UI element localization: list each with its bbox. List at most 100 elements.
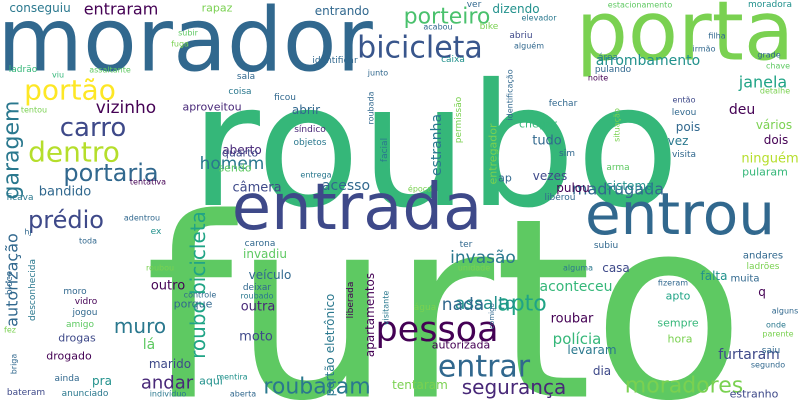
word-elevador: elevador — [522, 14, 558, 23]
word-hora: hora — [668, 333, 693, 346]
word-portão-eletrônico: portão eletrônico — [323, 294, 337, 397]
word-jogou: jogou — [72, 308, 98, 318]
word-invadiu: invadiu — [243, 247, 287, 261]
word-onde: onde — [766, 321, 786, 330]
word-irmão: irmão — [693, 45, 716, 54]
word-moto: moto — [239, 330, 273, 345]
word-chegar: chegar — [519, 118, 558, 131]
word-porta: porta — [576, 0, 794, 80]
word-estranha: estranha — [429, 114, 445, 176]
word-segundo: segundo — [751, 361, 785, 370]
word-homem: homem — [200, 154, 265, 174]
word-muita: muita — [731, 274, 760, 285]
word-outro: outro — [151, 279, 185, 294]
word-objetos: objetos — [294, 138, 327, 148]
word-amigo: amigo — [66, 320, 94, 330]
word-falta: falta — [701, 269, 728, 283]
word-detalhe: detalhe — [760, 87, 790, 96]
word-liberada: liberada — [346, 282, 356, 319]
word-fuga: fuga — [171, 40, 189, 49]
word-segurança: segurança — [462, 375, 567, 399]
word-assaltante: assaltante — [89, 66, 131, 75]
word-entrar: entrar — [438, 350, 531, 385]
word-muro: muro — [114, 314, 166, 338]
word-deu: deu — [729, 102, 755, 118]
word-andares: andares — [743, 251, 783, 262]
word-coisa: coisa — [228, 87, 251, 97]
word-ter: ter — [460, 240, 473, 250]
word-permissão: permissão — [454, 96, 464, 143]
word-ainda: ainda — [55, 374, 80, 384]
word-síndico: síndico — [294, 125, 326, 135]
word-nada: nada — [442, 295, 484, 315]
word-roubou: roubou — [146, 264, 174, 273]
word-alguém: alguém — [514, 41, 544, 51]
word-andar: andar — [141, 373, 194, 394]
word-janela: janela — [738, 73, 787, 92]
word-drogado: drogado — [46, 350, 92, 363]
word-casa: casa — [602, 261, 630, 275]
word-entrega: entrega — [300, 171, 331, 180]
word-noite: noite — [588, 74, 608, 83]
word-água: água — [414, 303, 436, 313]
word-apartamentos: apartamentos — [363, 273, 377, 357]
word-assalto: assalto — [455, 294, 515, 314]
word-moro: moro — [63, 287, 87, 297]
word-entrando: entrando — [315, 4, 370, 18]
word-facial: facial — [380, 138, 390, 162]
word-bateram: bateram — [7, 388, 45, 398]
word-ap: ap — [498, 172, 512, 185]
word-estranho: estranho — [730, 388, 779, 400]
word-moradores: moradores — [625, 374, 743, 399]
word-parente: parente — [762, 330, 793, 339]
word-unidade: unidade — [458, 264, 490, 273]
word-roubada: roubada — [367, 91, 376, 124]
word-ninguém: ninguém — [741, 152, 798, 167]
word-área: área — [598, 53, 618, 63]
word-pulou: pulou — [556, 181, 590, 195]
word-viu: viu — [52, 71, 64, 80]
word-aconteceu: aconteceu — [539, 279, 612, 295]
word-identificação: identificação — [506, 69, 515, 120]
word-desconhecida: desconhecida — [28, 259, 38, 321]
word-levou: levou — [672, 108, 697, 118]
word-dizendo: dizendo — [492, 2, 539, 16]
word-ficou: ficou — [274, 93, 296, 103]
word-vez: vez — [668, 134, 689, 148]
word-ex: ex — [151, 227, 162, 237]
word-bike: bike — [480, 22, 499, 32]
word-visita: visita — [672, 150, 696, 160]
word-alguma: alguma — [563, 264, 593, 273]
word-entraram: entraram — [84, 0, 159, 19]
word-então: então — [673, 96, 696, 105]
word-tentou: tentou — [21, 106, 47, 115]
word-liberou: liberou — [545, 193, 576, 203]
word-deixar: deixar — [243, 283, 272, 293]
word-anunciado: anunciado — [62, 389, 109, 399]
word-estacionamento: estacionamento — [608, 1, 673, 10]
word-q: q — [758, 285, 766, 299]
word-bandido: bandido — [39, 185, 92, 200]
word-dia: dia — [593, 364, 611, 378]
word-conseguiu: conseguiu — [9, 1, 70, 15]
word-acesso: acesso — [322, 178, 370, 194]
word-prédio: prédio — [28, 206, 104, 234]
word-roubo: roubo — [190, 48, 680, 246]
word-polícia: polícia — [553, 330, 602, 348]
word-adentrou: adentrou — [124, 214, 160, 223]
word-hj: hj — [24, 228, 31, 237]
word-vários: vários — [756, 118, 792, 132]
word-furtaram: furtaram — [718, 347, 780, 363]
word-apto: apto — [497, 292, 547, 317]
word-quarto: quarto — [222, 147, 259, 160]
word-mentira: mentira — [216, 373, 247, 382]
word-abrir: abrir — [292, 103, 320, 117]
word-entrada: entrada — [232, 171, 482, 245]
word-levaram: levaram — [567, 343, 616, 357]
word-autorizada: autorizada — [432, 339, 491, 352]
word-vizinho: vizinho — [96, 98, 156, 118]
word-portaria: portaria — [63, 159, 158, 187]
word-carona: carona — [245, 239, 276, 249]
